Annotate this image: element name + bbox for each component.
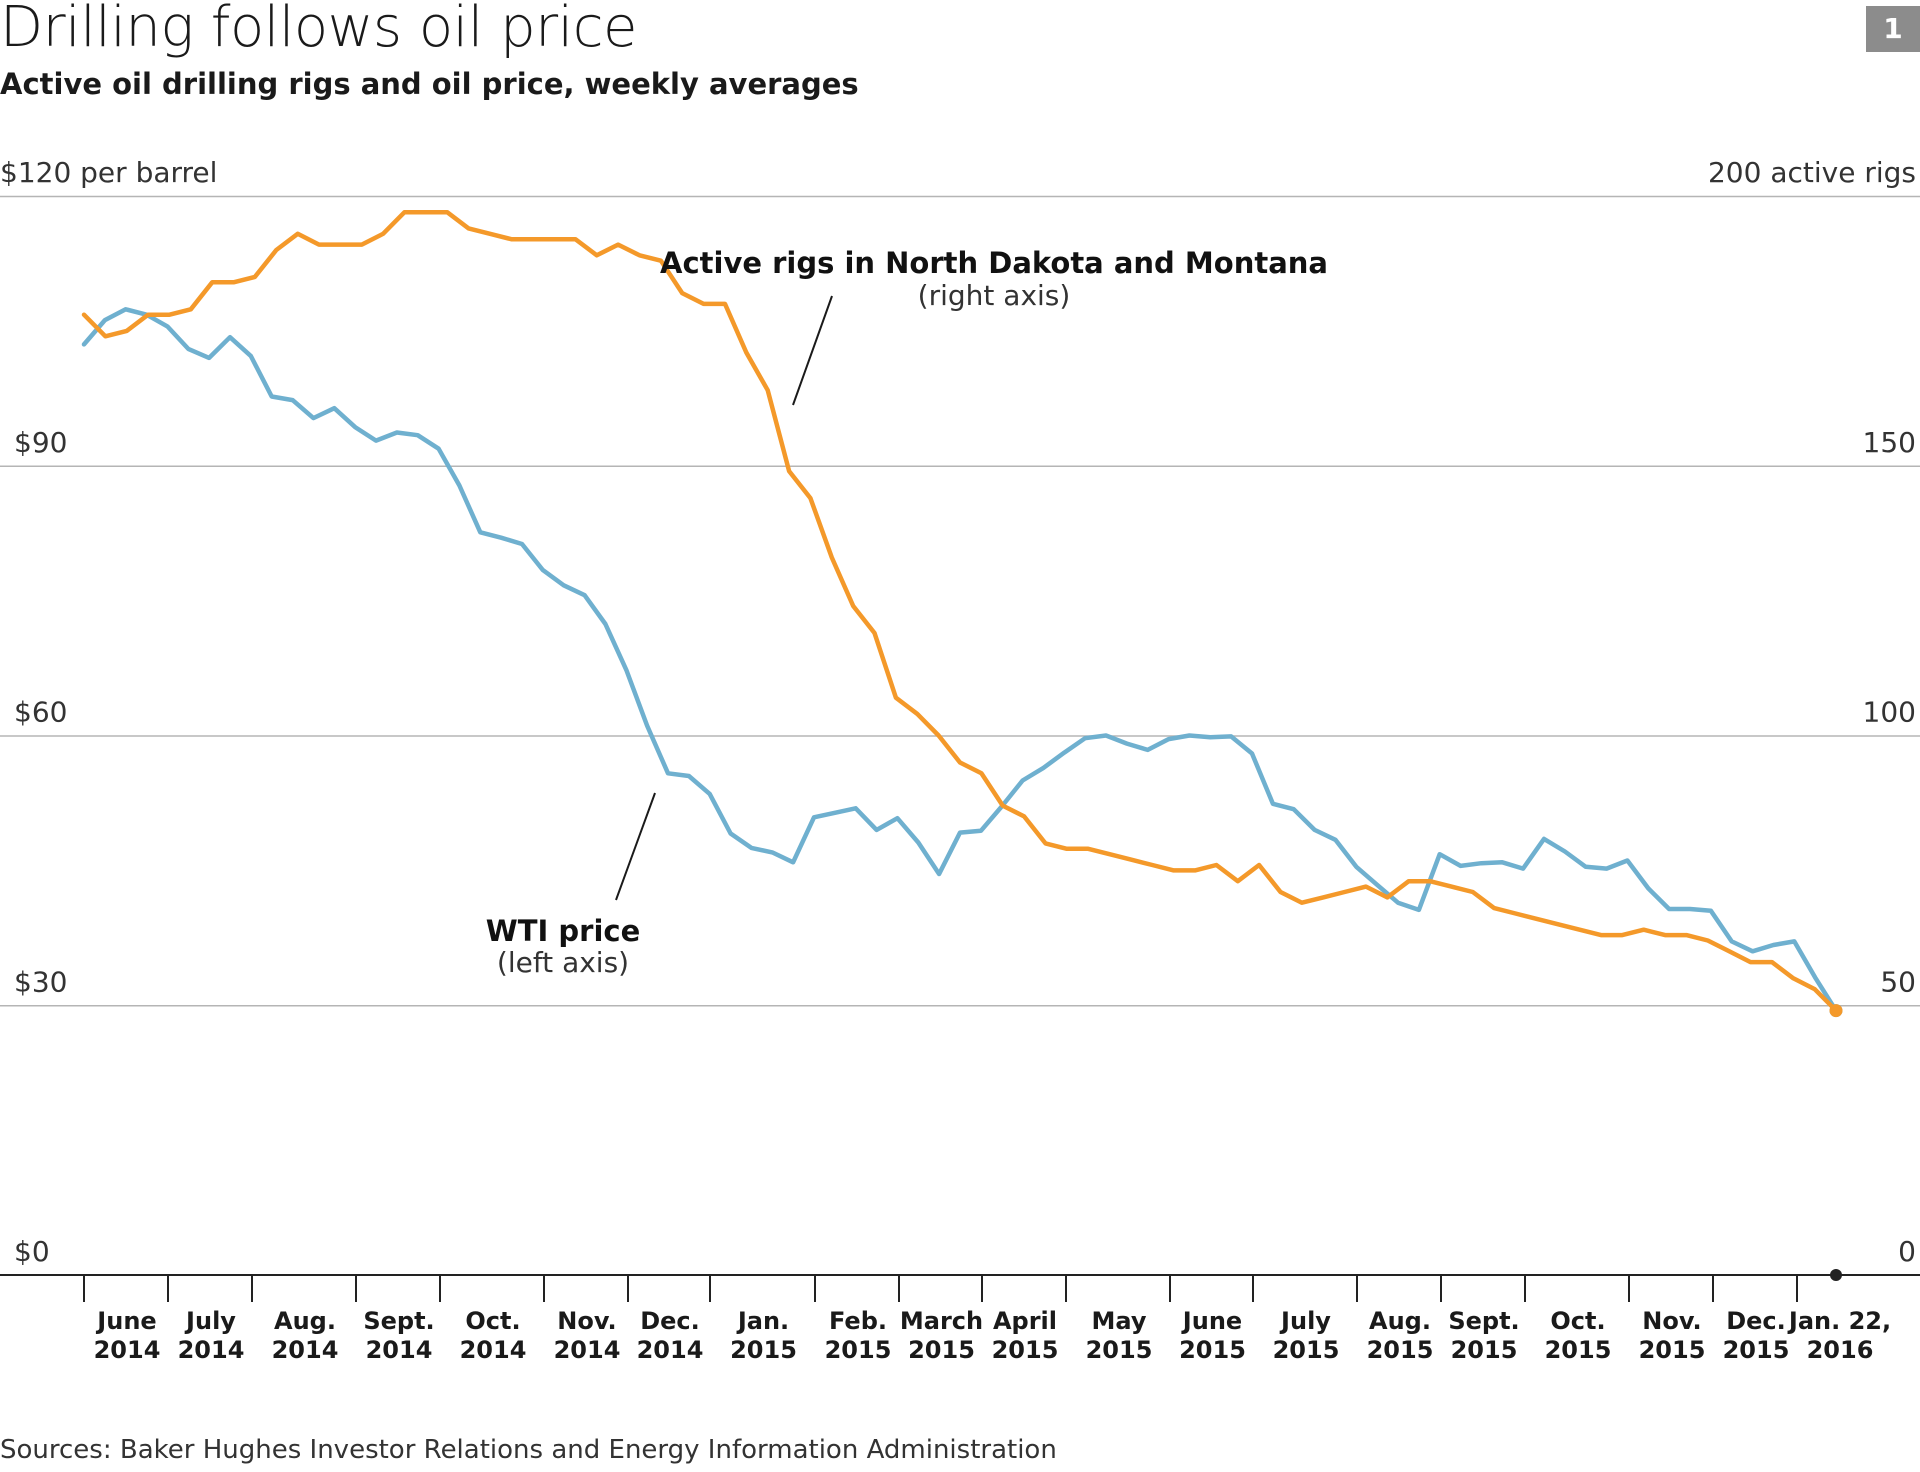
x-axis-tick-label: June 2015	[1179, 1307, 1246, 1364]
x-axis-tick-label: July 2014	[178, 1307, 245, 1364]
figure-number-badge: 1	[1866, 6, 1920, 52]
active-rigs-endpoint	[1829, 1004, 1843, 1018]
annotations: Active rigs in North Dakota and Montana …	[486, 246, 1328, 979]
source-note: Sources: Baker Hughes Investor Relations…	[0, 1435, 1057, 1465]
x-axis-tick-label: May 2015	[1086, 1307, 1153, 1364]
active-rigs-line	[81, 209, 1839, 1013]
left-axis-tick-label: $120 per barrel	[0, 156, 217, 189]
wti-annotation-leader	[615, 792, 656, 901]
axis-labels: $120 per barrel $90 $60 $30 $0 200 active rig…	[0, 156, 1916, 1268]
left-axis-tick-label: $90	[14, 426, 67, 459]
rigs-annotation-label: Active rigs in North Dakota and Montana	[660, 246, 1328, 280]
right-axis-tick-label: 150	[1863, 426, 1916, 459]
x-axis-tick-label: Jan. 2015	[730, 1307, 797, 1364]
x-axis-tick-label: Aug. 2015	[1367, 1307, 1434, 1364]
left-axis-tick-label: $0	[14, 1235, 50, 1268]
x-axis-tick-label: Nov. 2014	[554, 1307, 621, 1364]
x-axis-tick-label: Sept. 2014	[363, 1307, 434, 1364]
x-axis-tick-label: Dec. 2014	[637, 1307, 704, 1364]
x-axis-tick-label: Feb. 2015	[825, 1307, 892, 1364]
rigs-annotation-sublabel: (right axis)	[918, 279, 1071, 312]
x-axis-tick-label: March 2015	[900, 1307, 983, 1364]
right-axis-tick-label: 200 active rigs	[1708, 156, 1916, 189]
gridlines	[0, 195, 1920, 1276]
x-axis-tick-label: Oct. 2015	[1545, 1307, 1612, 1364]
x-axis-tick-label: Nov. 2015	[1639, 1307, 1706, 1364]
x-axis-tick-label: Dec. 2015	[1723, 1307, 1790, 1364]
x-axis-tick-label: Oct. 2014	[460, 1307, 527, 1364]
left-axis-tick-label: $60	[14, 696, 67, 729]
chart-title: Drilling follows oil price	[0, 0, 637, 60]
wti-annotation-label: WTI price	[486, 914, 641, 948]
right-axis-tick-label: 50	[1880, 965, 1916, 998]
x-axis-tick-label: Sept. 2015	[1448, 1307, 1519, 1364]
x-axis-tick-label: July 2015	[1273, 1307, 1340, 1364]
x-axis-tick-label: April 2015	[992, 1307, 1059, 1364]
x-axis: June 2014 July 2014 Aug. 2014 Sept. 2014 Oct. 201…	[83, 1275, 1891, 1364]
wti-annotation-sublabel: (left axis)	[497, 946, 629, 979]
dual-axis-line-chart: $120 per barrel $90 $60 $30 $0 200 active rig…	[0, 156, 1920, 1364]
chart-subtitle: Active oil drilling rigs and oil price, …	[0, 67, 859, 101]
right-axis-tick-label: 0	[1898, 1235, 1916, 1268]
wti-price-line	[81, 307, 1839, 1013]
x-axis-tick-label: Jan. 22, 2016	[1787, 1307, 1891, 1364]
x-axis-tick-label: Aug. 2014	[272, 1307, 339, 1364]
zero-endpoint-marker	[1830, 1269, 1842, 1281]
x-axis-tick-label: June 2014	[94, 1307, 161, 1364]
right-axis-tick-label: 100	[1863, 696, 1916, 729]
series-layer	[81, 209, 1843, 1281]
rigs-annotation-leader	[792, 295, 833, 406]
left-axis-tick-label: $30	[14, 965, 67, 998]
